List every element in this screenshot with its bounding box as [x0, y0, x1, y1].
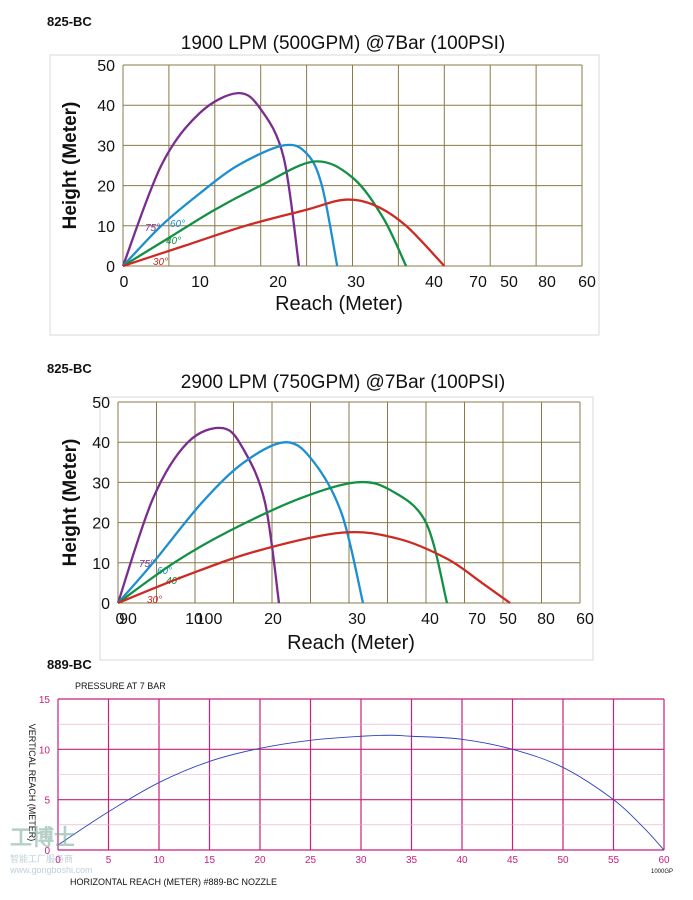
x-tick-label: 60 [578, 274, 596, 291]
trajectory-0 [116, 426, 281, 604]
y-tick-label: 50 [92, 395, 110, 412]
x-tick-label: 40 [421, 611, 439, 628]
x-tick-label: 80 [538, 274, 556, 291]
y-tick-label: 20 [92, 516, 110, 533]
y-tick-label: 0 [106, 259, 115, 276]
y-axis-label: Height (Meter) [60, 102, 81, 230]
x-tick-label: 20 [269, 274, 287, 291]
y-tick-label: 10 [97, 219, 115, 236]
x-tick-label: 45 [507, 855, 519, 866]
trajectory-0 [121, 91, 301, 267]
x-tick-label: 20 [254, 855, 266, 866]
chart-title: 2900 LPM (750GPM) @7Bar (100PSI) [181, 372, 505, 393]
x-tick-label: 5 [106, 855, 112, 866]
x-tick-label: 0 [55, 855, 61, 866]
x-tick-label: 20 [264, 611, 282, 628]
x-tick-label: 25 [305, 855, 317, 866]
angle-label-3: 30° [147, 595, 162, 606]
x-tick-label: 50 [557, 855, 569, 866]
x-tick-label: 15 [204, 855, 216, 866]
chart1-model-label: 825-BC [47, 14, 92, 29]
y-tick-label: 0 [101, 596, 110, 613]
y-tick-label: 15 [39, 695, 51, 706]
y-tick-label: 40 [92, 435, 110, 452]
watermark-big-text: 工博士 [10, 825, 77, 851]
x-axis-label: Reach (Meter) [275, 293, 403, 315]
chart-title: 1900 LPM (500GPM) @7Bar (100PSI) [181, 33, 505, 54]
x-tick-label: 10 [185, 611, 203, 628]
y-tick-label: 30 [97, 138, 115, 155]
x-tick-label: 30 [348, 611, 366, 628]
y-tick-label: 30 [92, 475, 110, 492]
y-tick-label: 50 [97, 58, 115, 75]
angle-label-2: 40° [166, 236, 181, 247]
x-tick-label: 80 [537, 611, 555, 628]
watermark-small-text: 智能工厂服务商 [10, 854, 74, 864]
unit-note: 1000GP [651, 869, 673, 875]
trajectory-line [57, 734, 665, 851]
x-tick-label: 40 [456, 855, 468, 866]
x-tick-label: 50 [499, 611, 517, 628]
x-tick-label: 70 [469, 274, 487, 291]
angle-label-3: 30° [153, 257, 168, 268]
x-tick-label: 60 [576, 611, 594, 628]
x-tick-label: 90 [119, 611, 137, 628]
angle-label-1: 60° [170, 219, 185, 230]
y-tick-label: 20 [97, 179, 115, 196]
x-tick-label: 10 [191, 274, 209, 291]
chart-border [49, 54, 600, 336]
x-tick-label: 60 [658, 855, 670, 866]
watermark-url: www.gongboshi.com [10, 865, 93, 875]
trajectory-1 [122, 143, 339, 267]
x-tick-label: 30 [355, 855, 367, 866]
watermark-logo: 工博士 智能工厂服务商 www.gongboshi.com [10, 820, 140, 890]
x-tick-label: 35 [406, 855, 418, 866]
x-tick-label: 100 [196, 611, 223, 628]
x-tick-label: 10 [153, 855, 165, 866]
x-tick-label: 0 [116, 611, 125, 628]
trajectory-3 [117, 530, 511, 605]
angle-label-1: 60° [157, 566, 172, 577]
trajectory-3 [122, 198, 446, 268]
chart-border [99, 396, 594, 661]
trajectory-1 [117, 441, 365, 604]
x-tick-label: 70 [468, 611, 486, 628]
x-tick-label: 30 [347, 274, 365, 291]
y-tick-label: 0 [44, 846, 50, 857]
angle-label-0: 75° [145, 223, 160, 234]
y-tick-label: 5 [44, 796, 50, 807]
x-tick-label: 0 [120, 274, 129, 291]
chart-title: PRESSURE AT 7 BAR [75, 681, 166, 691]
x-axis-label: HORIZONTAL REACH (METER) #889-BC NOZZLE [70, 877, 277, 887]
chart3-model-label: 889-BC [47, 657, 92, 672]
y-tick-label: 40 [97, 98, 115, 115]
y-tick-label: 10 [92, 556, 110, 573]
trajectory-2 [117, 480, 449, 604]
x-axis-label: Reach (Meter) [287, 632, 415, 654]
trajectory-2 [122, 160, 408, 267]
x-tick-label: 50 [500, 274, 518, 291]
y-axis-label: Height (Meter) [60, 439, 81, 567]
x-tick-label: 55 [608, 855, 620, 866]
x-tick-label: 40 [425, 274, 443, 291]
chart2-model-label: 825-BC [47, 361, 92, 376]
y-tick-label: 10 [39, 745, 51, 756]
angle-label-0: 75° [139, 559, 154, 570]
y-axis-label: VERTICAL REACH (METER) [27, 724, 37, 842]
